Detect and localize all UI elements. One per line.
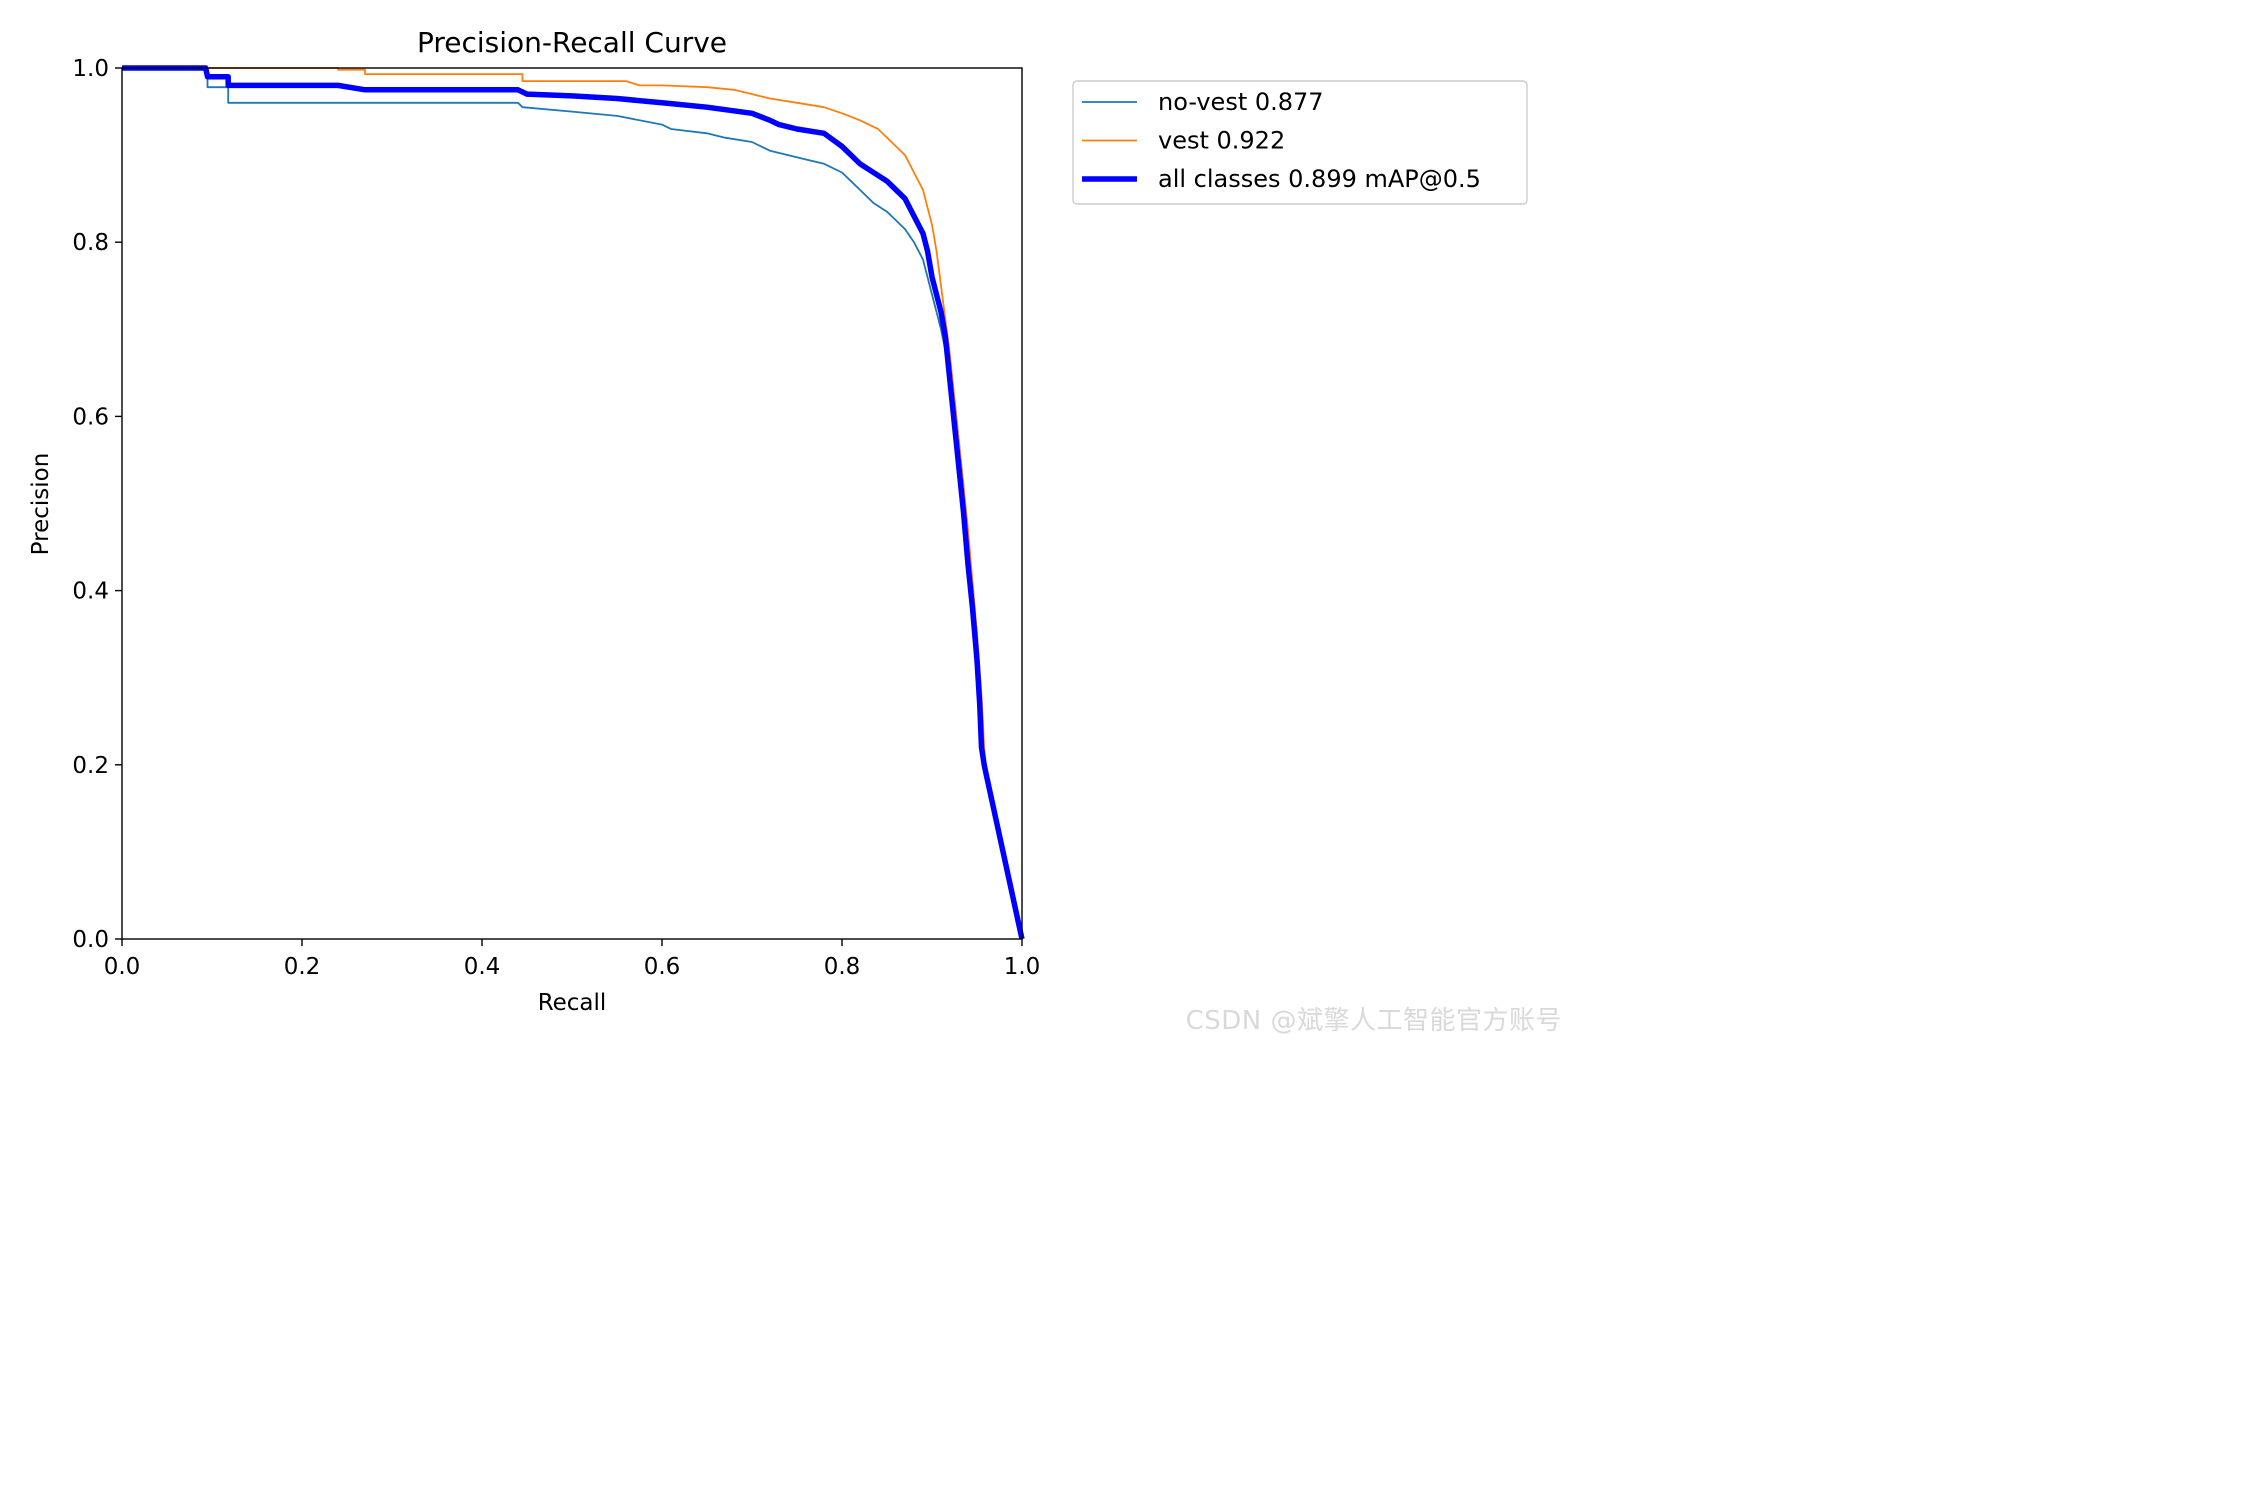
y-axis: 0.0 0.2 0.4 0.6 0.8 1.0 [72,56,122,953]
chart-title: Precision-Recall Curve [417,26,727,59]
x-tick-label: 0.2 [284,954,321,980]
legend-label-1: no-vest 0.877 [1158,88,1324,116]
legend-label-2: vest 0.922 [1158,127,1285,155]
x-tick-label: 0.8 [824,954,861,980]
x-tick-label: 1.0 [1004,954,1041,980]
series-line-3 [122,65,1025,940]
series-line-1 [122,67,1023,940]
x-tick-label: 0.4 [464,954,501,980]
y-tick-label: 0.4 [72,579,109,605]
x-axis-label: Recall [538,990,607,1016]
pr-curve-chart: Precision-Recall Curve 0.0 0.2 0.4 0.6 0.8 1.… [28,26,1528,1016]
legend: no-vest 0.877 vest 0.922 all classes 0.899… [1072,80,1528,205]
y-tick-label: 0.6 [72,404,109,430]
series-line-2 [122,67,1023,940]
y-tick-label: 0.2 [72,753,109,779]
y-tick-label: 0.0 [72,927,109,953]
y-axis-label: Precision [28,453,54,556]
y-tick-label: 0.8 [72,230,109,256]
plot-frame [121,67,1023,940]
watermark-text: CSDN @斌擎人工智能官方账号 [1185,1006,1562,1036]
y-tick-label: 1.0 [72,56,109,82]
x-tick-label: 0.0 [104,954,141,980]
series-layer [122,65,1025,940]
legend-label-3: all classes 0.899 mAP@0.5 [1158,165,1481,193]
legend-box [1072,80,1528,205]
x-axis: 0.0 0.2 0.4 0.6 0.8 1.0 [104,939,1041,980]
x-tick-label: 0.6 [644,954,681,980]
